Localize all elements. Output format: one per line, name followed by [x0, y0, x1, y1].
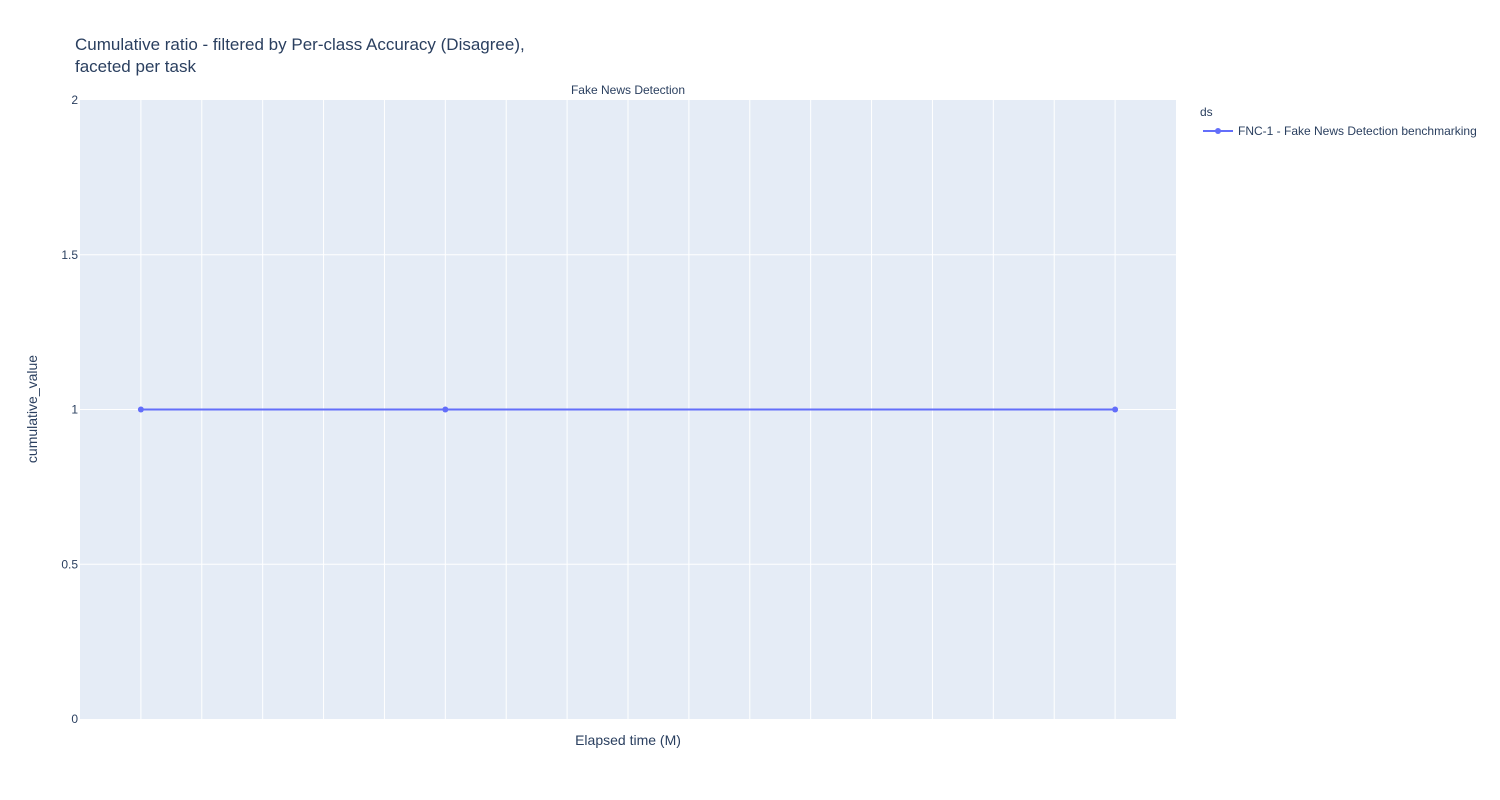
- data-point: [442, 406, 449, 413]
- data-point: [1112, 406, 1119, 413]
- y-tick-labels: 0 0.5 1 1.5 2: [61, 93, 78, 726]
- y-tick-label: 1.5: [61, 248, 78, 262]
- series-layer: [137, 406, 1119, 413]
- legend: ds FNC-1 - Fake News Detection benchmark…: [1200, 105, 1477, 138]
- y-tick-label: 1: [71, 403, 78, 417]
- legend-item-label[interactable]: FNC-1 - Fake News Detection benchmarking: [1238, 124, 1477, 138]
- y-tick-label: 2: [71, 93, 78, 107]
- chart-title-line-1: Cumulative ratio - filtered by Per-class…: [75, 35, 525, 54]
- legend-items: FNC-1 - Fake News Detection benchmarking: [1203, 124, 1477, 138]
- y-tick-label: 0.5: [61, 557, 78, 571]
- subplot-title: Fake News Detection: [571, 83, 685, 97]
- data-point: [137, 406, 144, 413]
- y-axis-title: cumulative_value: [24, 355, 40, 463]
- x-axis-title: Elapsed time (M): [575, 732, 681, 748]
- legend-swatch-marker: [1215, 128, 1221, 134]
- chart-title-line-2: faceted per task: [75, 57, 196, 76]
- legend-title: ds: [1200, 105, 1213, 119]
- y-tick-label: 0: [71, 712, 78, 726]
